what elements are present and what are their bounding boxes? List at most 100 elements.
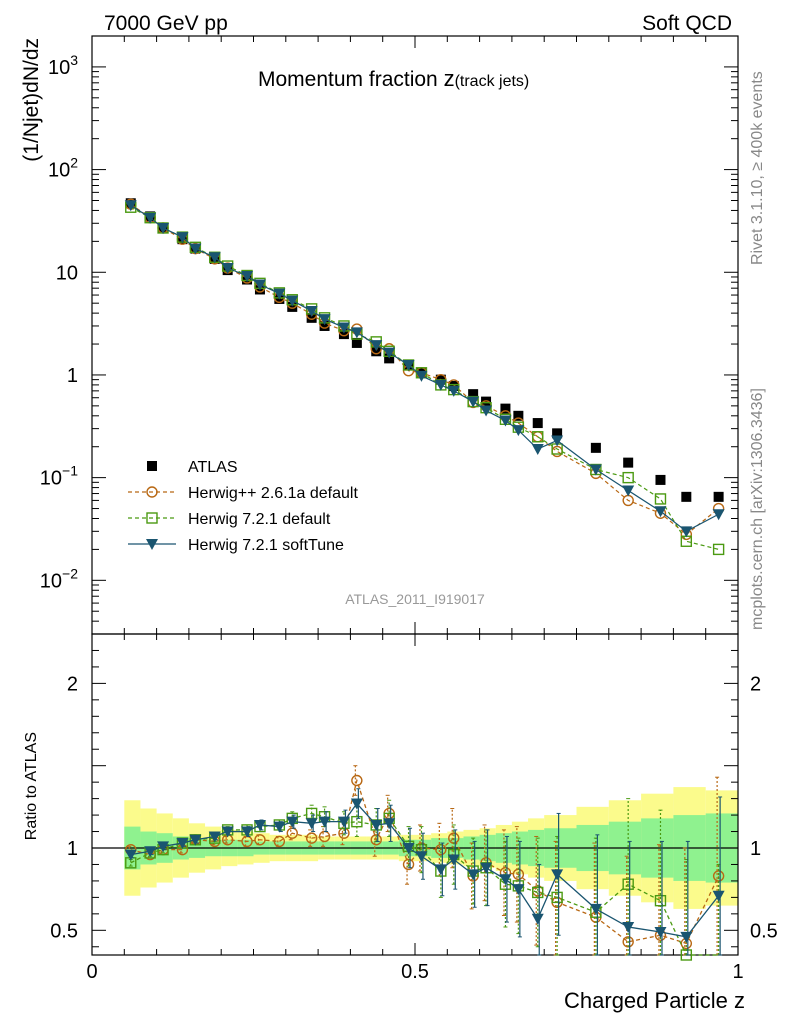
legend-label: Herwig 7.2.1 softTune — [188, 537, 344, 554]
y-tick-label: 102 — [48, 155, 78, 182]
main-point — [512, 425, 525, 437]
ratio-point — [370, 819, 383, 831]
ratio-point — [654, 926, 667, 938]
main-point — [189, 243, 202, 255]
main-point — [287, 301, 298, 312]
header-left: 7000 GeV pp — [104, 12, 228, 35]
ratio-y-axis-label: Ratio to ATLAS — [23, 732, 40, 840]
y-axis-label: (1/Njet)dN/dz — [20, 38, 43, 162]
main-point — [124, 200, 137, 212]
ratio-point — [589, 903, 602, 915]
ratio-point — [434, 864, 447, 876]
header-right: Soft QCD — [642, 12, 732, 35]
ratio-point — [480, 862, 493, 874]
main-point — [318, 314, 331, 326]
main-point — [273, 288, 286, 300]
ratio-y-tick-label: 1 — [67, 838, 78, 860]
ratio-point — [447, 854, 460, 866]
main-point — [337, 322, 350, 334]
legend-marker — [146, 539, 158, 550]
main-point — [468, 389, 479, 400]
ratio-point — [551, 869, 564, 881]
x-tick-label: 1 — [732, 961, 743, 983]
plot-title: Momentum fraction z(track jets) — [258, 66, 529, 91]
main-point — [144, 212, 157, 224]
main-point — [712, 509, 725, 521]
side-label-mcplots: mcplots.cern.ch [arXiv:1306.3436] — [749, 388, 766, 630]
main-point — [532, 431, 544, 443]
main-point — [350, 327, 363, 339]
ratio-point — [305, 832, 318, 844]
ratio-y-tick-label-right: 1 — [750, 838, 761, 860]
y-tick-label: 10−1 — [40, 463, 78, 490]
ratio-point — [273, 821, 286, 833]
main-point — [623, 457, 634, 468]
main-point — [590, 442, 601, 453]
ratio-point — [467, 869, 480, 881]
x-tick-label: 0.5 — [401, 961, 429, 983]
main-point — [654, 506, 667, 518]
ratio-point — [350, 798, 363, 810]
plot-title-main: Momentum fraction — [258, 68, 444, 91]
ratio-point — [402, 858, 415, 871]
main-point — [221, 263, 234, 275]
main-point — [371, 346, 382, 357]
legend-label: Herwig++ 2.6.1a default — [188, 485, 358, 502]
ratio-series-line — [130, 778, 720, 945]
ratio-point — [253, 819, 266, 831]
ratio-plot-area: 0 0.5 1 0.5 0.5 1 1 2 2 — [50, 633, 778, 983]
ratio-point — [273, 835, 286, 848]
y-tick-label: 1 — [67, 365, 78, 387]
main-point — [513, 410, 524, 421]
ratio-point — [512, 884, 525, 896]
plot-title-z: z — [444, 66, 455, 91]
ratio-point — [157, 841, 170, 853]
ratio-point — [124, 849, 137, 861]
y-tick-label: 103 — [48, 52, 78, 79]
main-point — [338, 329, 349, 340]
main-point — [551, 445, 563, 458]
ratio-y-tick-label: 0.5 — [50, 920, 78, 942]
ratio-point — [680, 949, 693, 961]
main-point — [622, 485, 635, 497]
main-point — [655, 474, 666, 485]
legend-label: ATLAS — [188, 459, 238, 476]
main-point — [306, 312, 317, 323]
ratio-point — [622, 922, 635, 934]
ratio-point — [383, 818, 396, 830]
main-point — [551, 435, 564, 447]
main-point — [531, 444, 544, 456]
main-point — [402, 359, 415, 371]
main-point — [319, 320, 330, 331]
main-point — [680, 526, 693, 538]
ratio-point — [351, 815, 363, 828]
side-label-rivet: Rivet 3.1.10, ≥ 400k events — [749, 71, 766, 265]
main-point — [208, 252, 221, 264]
main-point — [481, 396, 492, 407]
main-point — [370, 340, 383, 352]
ratio-point — [144, 846, 157, 858]
legend-marker — [146, 512, 158, 524]
legend-marker — [146, 486, 158, 498]
main-point — [713, 491, 724, 502]
ratio-point — [415, 851, 428, 863]
ratio-y-tick-label: 2 — [67, 673, 78, 695]
main-point — [500, 403, 511, 414]
ratio-point — [654, 894, 667, 907]
main-point — [434, 379, 447, 391]
main-point — [415, 370, 428, 382]
ratio-y-tick-label-right: 0.5 — [750, 920, 778, 942]
main-point — [532, 418, 543, 429]
main-point — [157, 222, 170, 234]
main-point — [286, 295, 299, 307]
ratio-point — [622, 878, 634, 890]
x-axis-label: Charged Particle z — [564, 988, 745, 1013]
ratio-y-tick-label-right: 2 — [750, 673, 761, 695]
main-point — [383, 347, 396, 359]
ratio-point — [221, 826, 234, 838]
legend-label: Herwig 7.2.1 default — [188, 511, 331, 528]
main-point — [480, 405, 493, 417]
main-point — [241, 270, 254, 282]
ratio-point — [208, 831, 221, 843]
